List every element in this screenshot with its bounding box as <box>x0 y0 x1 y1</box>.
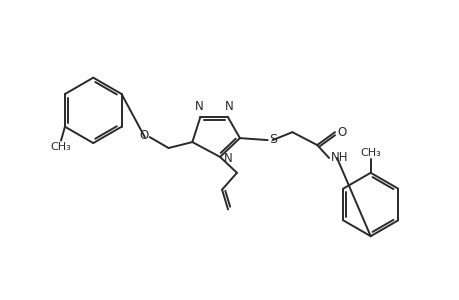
Text: O: O <box>336 126 346 139</box>
Text: O: O <box>139 129 148 142</box>
Text: N: N <box>224 152 232 165</box>
Text: NH: NH <box>330 152 348 164</box>
Text: N: N <box>224 100 233 113</box>
Text: CH₃: CH₃ <box>359 148 380 158</box>
Text: N: N <box>195 100 203 113</box>
Text: S: S <box>268 133 276 146</box>
Text: CH₃: CH₃ <box>50 142 71 152</box>
